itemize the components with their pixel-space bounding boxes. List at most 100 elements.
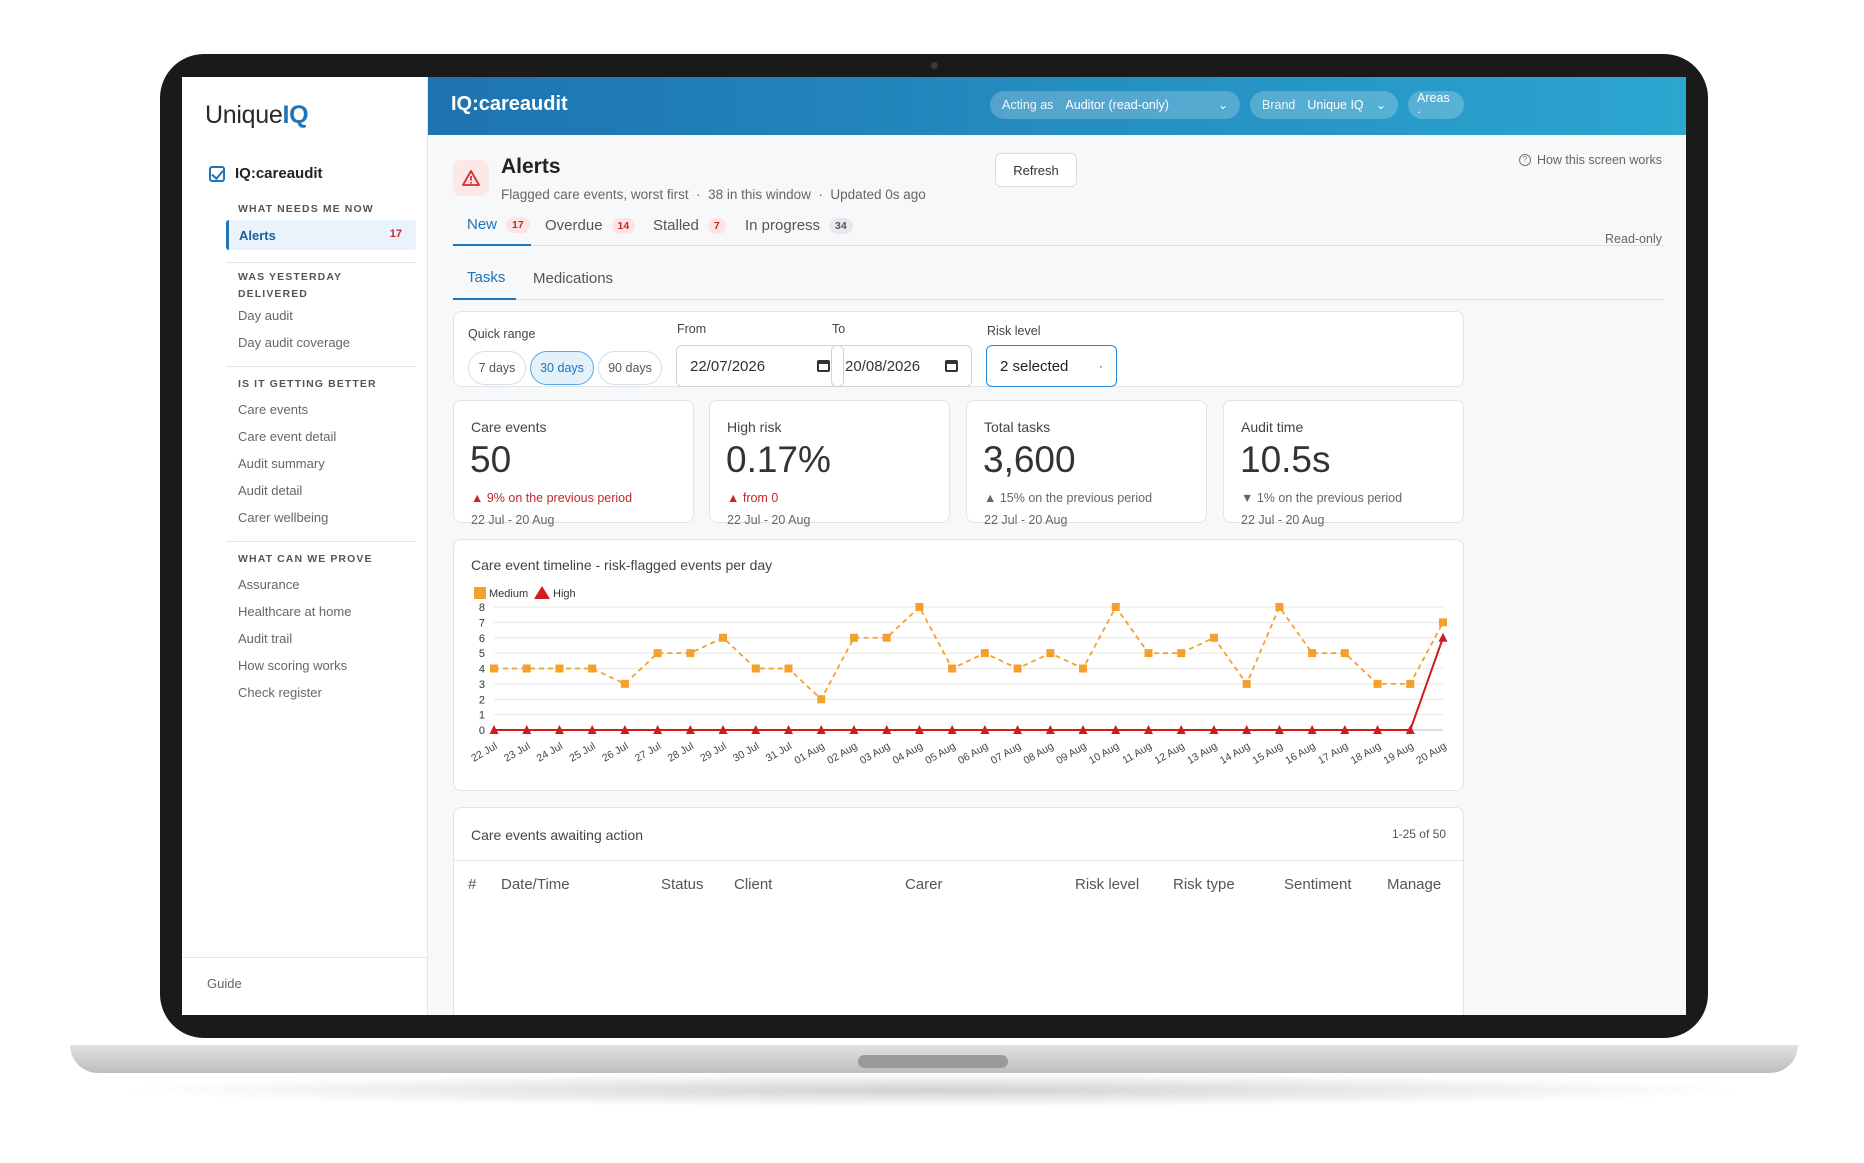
column-header-sentiment[interactable]: Sentiment xyxy=(1284,876,1352,893)
section-was-yesterday-delivered: WAS YESTERDAY DELIVERED xyxy=(238,271,343,300)
table-title: Care events awaiting action xyxy=(471,827,643,843)
range-7-days-button[interactable]: 7 days xyxy=(468,351,526,385)
data-point-high xyxy=(718,725,728,734)
data-point-medium xyxy=(719,633,728,642)
read-only-indicator: Read-only xyxy=(1605,232,1662,246)
checkbox-icon xyxy=(209,165,225,182)
column-header-client[interactable]: Client xyxy=(734,876,773,893)
section-is-it-getting-better: IS IT GETTING BETTER xyxy=(238,378,377,390)
to-date-input[interactable]: 20/08/2026 xyxy=(831,345,972,387)
app-switcher[interactable]: IQ:careaudit xyxy=(209,165,323,182)
legend-label: Medium xyxy=(489,588,528,600)
risk-level-select[interactable]: 2 selected · xyxy=(986,345,1117,387)
data-point-medium xyxy=(1079,664,1088,673)
sidebar-item-care-event-detail[interactable]: Care event detail xyxy=(238,429,337,444)
dropdown-dot-icon: · xyxy=(1099,359,1103,373)
range-30-days-button[interactable]: 30 days xyxy=(530,351,594,385)
column-header-date-time[interactable]: Date/Time xyxy=(501,876,570,893)
laptop-hinge-notch xyxy=(858,1055,1008,1068)
legend-swatch xyxy=(534,586,550,599)
x-tick-label: 29 Jul xyxy=(698,740,728,764)
help-icon: ? xyxy=(1518,154,1531,166)
brand-select[interactable]: Brand Unique IQ ⌄ xyxy=(1250,91,1398,119)
sidebar-item-day-audit[interactable]: Day audit xyxy=(238,308,293,323)
sidebar-item-audit-summary[interactable]: Audit summary xyxy=(238,456,325,471)
data-point-high xyxy=(685,725,695,734)
chevron-down-icon: ⌄ xyxy=(1217,98,1228,112)
count-badge: 34 xyxy=(829,217,853,234)
x-tick-label: 17 Aug xyxy=(1316,740,1350,767)
sidebar-item-assurance[interactable]: Assurance xyxy=(238,577,300,592)
data-point-medium xyxy=(817,695,826,704)
sidebar-item-how-scoring-works[interactable]: How scoring works xyxy=(238,658,348,673)
x-tick-label: 15 Aug xyxy=(1251,740,1285,767)
data-point-medium xyxy=(620,679,629,688)
data-point-high xyxy=(1373,725,1383,734)
data-point-medium xyxy=(1111,603,1120,611)
column-header-index: # xyxy=(468,876,477,893)
data-point-medium xyxy=(490,664,498,673)
divider xyxy=(226,366,416,367)
kpi-card-audit-time: Audit time 10.5s ▼ 1% on the previous pe… xyxy=(1223,400,1464,527)
x-tick-label: 20 Aug xyxy=(1414,740,1448,767)
kpi-date-range: 22 Jul - 20 Aug xyxy=(1241,513,1325,527)
x-tick-label: 06 Aug xyxy=(956,740,990,767)
how-this-screen-works-link[interactable]: ? How this screen works xyxy=(1518,153,1662,167)
sidebar-item-check-register[interactable]: Check register xyxy=(238,685,322,700)
acting-as-select[interactable]: Acting as Auditor (read-only) ⌄ xyxy=(990,91,1240,119)
data-point-high xyxy=(1274,725,1284,734)
calendar-icon xyxy=(817,360,830,372)
column-header-carer[interactable]: Carer xyxy=(905,876,943,893)
range-90-days-button[interactable]: 90 days xyxy=(598,351,662,385)
app-screen: UniqueIQ IQ:careaudit WHAT NEEDS ME NOW … xyxy=(182,77,1686,1015)
alerts-count-badge: 17 xyxy=(389,228,402,240)
refresh-button[interactable]: Refresh xyxy=(995,153,1077,187)
sidebar: UniqueIQ IQ:careaudit WHAT NEEDS ME NOW … xyxy=(182,77,428,1015)
from-label: From xyxy=(677,322,707,336)
x-tick-label: 09 Aug xyxy=(1054,740,1088,767)
sidebar-item-healthcare-at-home[interactable]: Healthcare at home xyxy=(238,604,352,619)
sidebar-item-care-events[interactable]: Care events xyxy=(238,402,309,417)
data-point-medium xyxy=(980,649,989,658)
tab-in-progress[interactable]: In progress 34 xyxy=(731,205,867,246)
x-tick-label: 02 Aug xyxy=(825,740,859,767)
camera-icon xyxy=(931,62,938,69)
x-tick-label: 24 Jul xyxy=(535,740,565,764)
data-point-medium xyxy=(1406,679,1415,688)
data-point-medium xyxy=(1209,633,1218,642)
x-tick-label: 28 Jul xyxy=(666,740,696,764)
data-point-medium xyxy=(1275,603,1284,611)
areas-menu[interactable]: Areas · xyxy=(1408,91,1464,119)
tab-medications[interactable]: Medications xyxy=(533,270,614,287)
kpi-delta: ▲ 15% on the previous period xyxy=(984,491,1153,505)
filter-card: Quick range 7 days 30 days 90 days From … xyxy=(453,311,1464,387)
x-tick-label: 16 Aug xyxy=(1283,740,1317,767)
divider xyxy=(454,860,1463,861)
logo[interactable]: UniqueIQ xyxy=(205,101,309,129)
tab-stalled[interactable]: Stalled 7 xyxy=(639,205,740,246)
tab-new[interactable]: New 17 xyxy=(453,205,531,246)
sidebar-item-audit-trail[interactable]: Audit trail xyxy=(238,631,293,646)
kpi-value: 3,600 xyxy=(983,439,1076,480)
tab-tasks[interactable]: Tasks xyxy=(453,257,516,300)
data-point-high xyxy=(1340,725,1350,734)
tab-overdue[interactable]: Overdue 14 xyxy=(531,205,649,246)
column-header-risk-type[interactable]: Risk type xyxy=(1173,876,1235,893)
column-header-risk-level[interactable]: Risk level xyxy=(1075,876,1140,893)
data-point-medium xyxy=(1340,649,1349,658)
sidebar-item-guide[interactable]: Guide xyxy=(207,976,242,991)
column-header-status[interactable]: Status xyxy=(661,876,704,893)
data-point-high xyxy=(1307,725,1317,734)
data-point-high xyxy=(1242,725,1252,734)
data-point-high xyxy=(914,725,924,734)
sidebar-item-day-audit-coverage[interactable]: Day audit coverage xyxy=(238,335,351,350)
y-tick-label: 4 xyxy=(479,664,485,676)
x-tick-label: 27 Jul xyxy=(633,740,663,764)
sidebar-item-audit-detail[interactable]: Audit detail xyxy=(238,483,303,498)
sidebar-item-alerts[interactable]: Alerts 17 xyxy=(226,220,416,250)
data-point-high xyxy=(620,725,630,734)
window-count: 38 in this window xyxy=(708,187,811,202)
sidebar-item-carer-wellbeing[interactable]: Carer wellbeing xyxy=(238,510,329,525)
from-date-input[interactable]: 22/07/2026 xyxy=(676,345,844,387)
x-tick-label: 07 Aug xyxy=(989,740,1023,767)
